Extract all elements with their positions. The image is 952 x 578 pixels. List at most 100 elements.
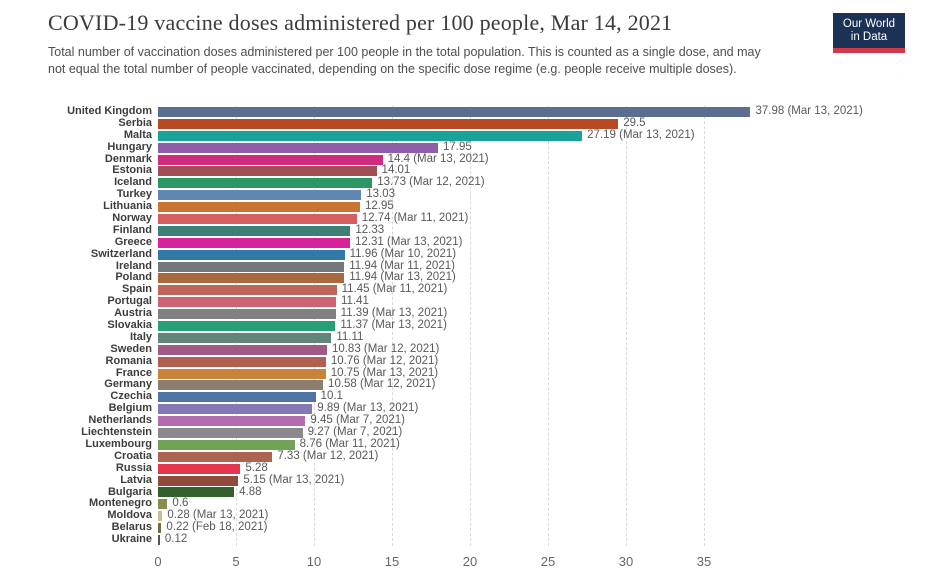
bar[interactable] [158,392,316,403]
bar[interactable] [158,225,351,236]
table-row: Hungary 17.95 [0,140,952,154]
value-label: 4.88 [239,485,262,498]
bar[interactable] [158,142,439,153]
country-label: Spain [122,283,152,296]
country-label: France [115,366,152,379]
bar[interactable] [158,416,306,427]
bars-container: United Kingdom 37.98 (Mar 13, 2021) Serbia… [0,105,952,546]
value-label: 10.75 (Mar 13, 2021) [330,366,439,379]
bar[interactable] [158,368,326,379]
value-label: 0.22 (Feb 18, 2021) [166,521,268,534]
value-label: 13.03 [366,188,396,201]
x-axis-tick-label: 0 [154,553,162,569]
bar[interactable] [158,154,383,165]
value-label: 37.98 (Mar 13, 2021) [755,105,863,117]
table-row: Denmark 14.4 (Mar 13, 2021) [0,152,952,166]
owid-logo-line1: Our World [842,17,896,30]
bar[interactable] [158,320,336,331]
bar[interactable] [158,202,361,213]
gridline [704,106,705,546]
value-label: 0.6 [172,497,189,510]
value-label: 10.83 (Mar 12, 2021) [331,342,440,355]
country-label: Romania [105,354,152,367]
table-row: Ukraine 0.12 [0,533,952,546]
bar[interactable] [158,451,273,462]
table-row: Belarus 0.22 (Feb 18, 2021) [0,521,952,534]
value-label: 14.4 (Mar 13, 2021) [387,152,489,165]
bar[interactable] [158,380,324,391]
gridline [392,106,393,546]
bar[interactable] [158,309,336,320]
table-row: Lithuania 12.95 [0,200,952,213]
bar[interactable] [158,237,351,248]
value-label: 12.95 [365,200,394,213]
bar[interactable] [158,332,332,343]
bar[interactable] [158,535,160,545]
bar[interactable] [158,404,313,415]
country-label: Denmark [104,152,152,165]
country-label: Estonia [112,164,152,177]
bar[interactable] [158,261,345,272]
country-label: Slovakia [107,319,152,332]
value-label: 14.01 [381,164,411,177]
country-label: Greece [114,235,152,248]
bar[interactable] [158,439,295,450]
bar[interactable] [158,297,336,308]
value-label: 10.58 (Mar 12, 2021) [328,378,436,391]
table-row: Poland 11.94 (Mar 13, 2021) [0,272,952,284]
country-label: Czechia [110,390,152,403]
bar[interactable] [158,190,362,201]
country-label: Ukraine [111,533,152,546]
bar[interactable] [158,178,373,189]
table-row: Serbia 29.5 [0,117,952,130]
bar[interactable] [158,118,619,129]
value-label: 12.74 (Mar 11, 2021) [361,212,469,225]
value-label: 11.41 [340,295,369,308]
bar[interactable] [158,475,239,486]
table-row: Spain 11.45 (Mar 11, 2021) [0,283,952,296]
bar[interactable] [158,130,583,141]
value-label: 12.31 (Mar 13, 2021) [355,235,463,248]
country-label: Belarus [111,521,152,534]
bar[interactable] [158,285,337,296]
table-row: Estonia 14.01 [0,165,952,177]
table-row: Sweden 10.83 (Mar 12, 2021) [0,342,952,356]
value-label: 12.33 [355,223,385,236]
table-row: Bulgaria 4.88 [0,485,952,499]
country-label: Hungary [107,140,152,153]
country-label: Luxembourg [85,437,152,450]
table-row: Italy 11.11 [0,330,952,344]
bar[interactable] [158,356,326,367]
table-row: Germany 10.58 (Mar 12, 2021) [0,379,952,391]
table-row: Latvia 5.15 (Mar 13, 2021) [0,473,952,487]
bar[interactable] [158,523,162,534]
owid-logo-text: Our World in Data [843,18,895,44]
bar[interactable] [158,499,168,510]
value-label: 9.27 (Mar 7, 2021) [307,426,403,439]
country-label: Switzerland [90,247,152,260]
value-label: 11.11 [336,330,364,343]
bar[interactable] [158,249,345,260]
page-title: COVID-19 vaccine doses administered per … [48,10,673,35]
country-label: Iceland [114,176,152,189]
country-label: Malta [123,128,152,141]
bar[interactable] [158,427,303,438]
table-row: Ireland 11.94 (Mar 11, 2021) [0,260,952,273]
bar[interactable] [158,487,235,498]
country-label: Latvia [120,473,152,486]
country-label: Poland [115,271,152,284]
country-label: United Kingdom [67,105,152,117]
table-row: Turkey 13.03 [0,188,952,201]
bar[interactable] [158,511,163,522]
bar[interactable] [158,106,751,117]
bar[interactable] [158,213,357,224]
x-axis-tick-label: 5 [232,553,240,569]
bar[interactable] [158,344,327,355]
bar[interactable] [158,463,241,474]
bar[interactable] [158,273,345,284]
value-label: 11.94 (Mar 13, 2021) [349,271,456,284]
chart-subtitle: Total number of vaccination doses admini… [48,45,761,76]
bar[interactable] [158,166,377,177]
value-label: 11.39 (Mar 13, 2021) [340,307,448,320]
country-label: Italy [129,330,152,343]
